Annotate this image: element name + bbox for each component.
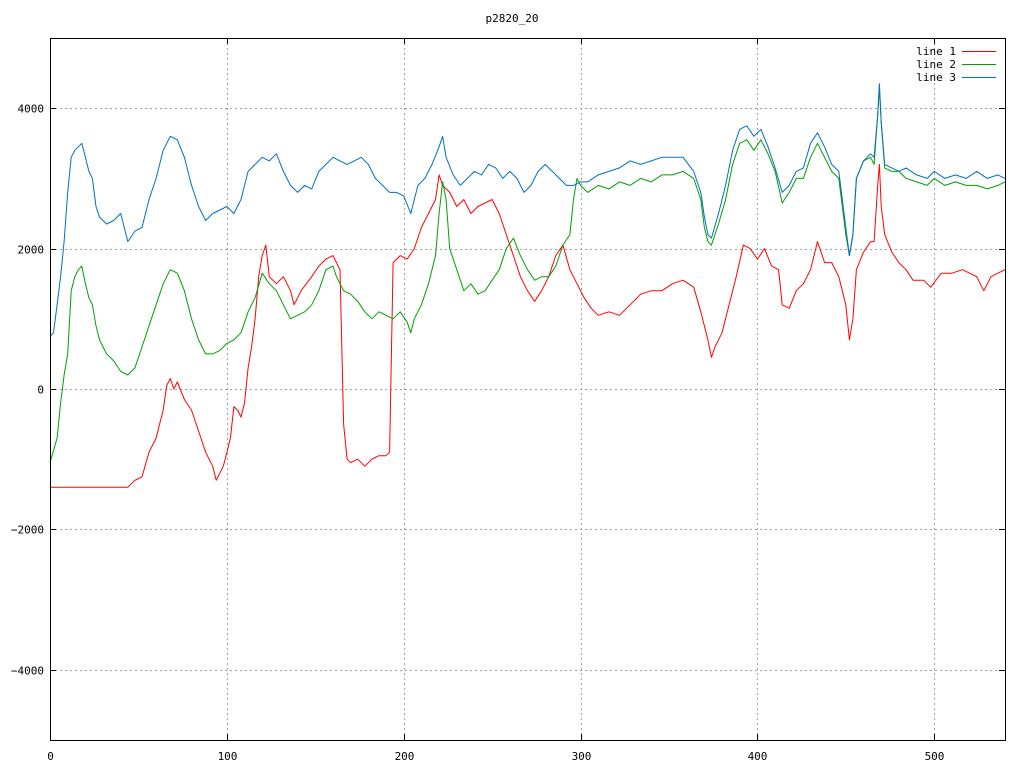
x-tick-label: 100	[218, 750, 238, 763]
x-tick-label: 0	[47, 750, 54, 763]
y-tick-label: 4000	[18, 103, 45, 116]
x-tick-label: 300	[572, 750, 592, 763]
x-tick-label: 500	[925, 750, 945, 763]
series-line-2	[49, 86, 1006, 463]
y-tick-label: 0	[37, 384, 44, 397]
x-tick-label: 400	[748, 750, 768, 763]
y-tick-label: 2000	[18, 244, 45, 257]
legend-label-3: line 3	[916, 71, 956, 84]
series-layer	[49, 83, 1006, 488]
y-tick-label: −2000	[11, 524, 44, 537]
ticks-layer: 0 100 200 300 400 500 −4000 −2000 0 2000 4000	[11, 38, 1005, 763]
series-line-3	[49, 83, 1006, 337]
chart-title: p2820_20	[486, 12, 539, 25]
y-tick-label: −4000	[11, 665, 44, 678]
grid-layer	[50, 38, 1005, 740]
legend-label-1: line 1	[916, 45, 956, 58]
x-tick-label: 200	[395, 750, 415, 763]
legend-label-2: line 2	[916, 58, 956, 71]
series-line-1	[50, 163, 1006, 488]
